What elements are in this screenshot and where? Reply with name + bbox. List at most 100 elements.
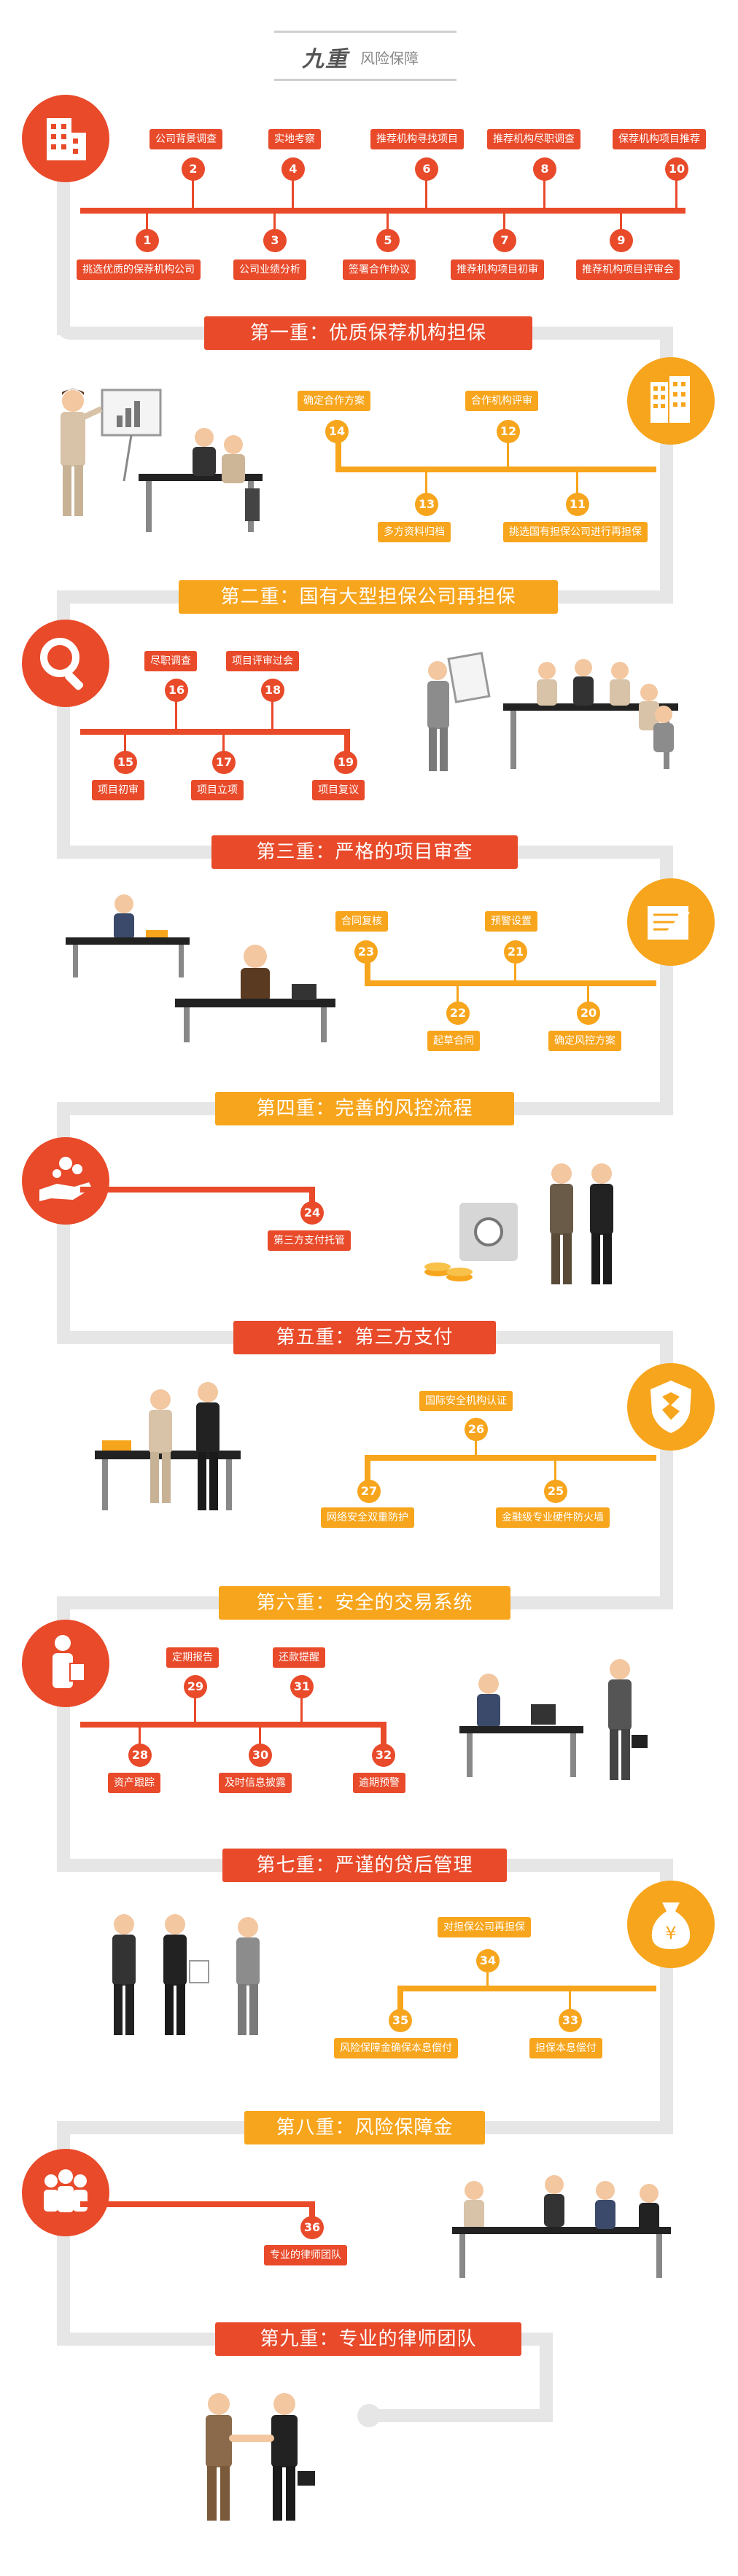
step-label: 签署合作协议 xyxy=(343,259,416,280)
step-label: 项目立项 xyxy=(191,780,244,800)
section-banner: 第七重：严谨的贷后管理 xyxy=(222,1849,507,1882)
step-label: 第三方支付托管 xyxy=(268,1230,351,1251)
timeline-bar xyxy=(365,1455,656,1461)
timeline-bar xyxy=(365,980,656,986)
person-document-icon xyxy=(22,1620,109,1707)
step-label: 公司背景调查 xyxy=(149,129,222,149)
step-number: 26 xyxy=(465,1418,488,1441)
building-icon xyxy=(22,95,109,182)
step-number: 6 xyxy=(415,157,438,181)
step-number: 27 xyxy=(357,1480,381,1503)
office-tower-icon xyxy=(627,357,715,445)
step-label: 定期报告 xyxy=(166,1647,219,1668)
step-number: 31 xyxy=(290,1675,314,1698)
step-number: 17 xyxy=(212,751,236,774)
section-banner: 第一重：优质保荐机构担保 xyxy=(204,316,532,350)
section-banner: 第六重：安全的交易系统 xyxy=(219,1586,510,1620)
flow-track xyxy=(540,2333,553,2420)
step-label: 风险保障金确保本息偿付 xyxy=(334,2038,458,2058)
step-number: 3 xyxy=(263,229,287,252)
step-number: 36 xyxy=(300,2216,324,2239)
step-label: 尽职调查 xyxy=(144,651,197,671)
step-label: 确定风控方案 xyxy=(548,1031,621,1051)
step-number: 4 xyxy=(281,157,305,181)
step-label: 逾期预警 xyxy=(353,1773,405,1793)
step-label: 金融级专业硬件防火墙 xyxy=(496,1507,610,1528)
step-number: 28 xyxy=(128,1744,152,1767)
desk-work-illustration xyxy=(66,894,335,1042)
flow-end-dot xyxy=(357,2404,381,2427)
step-label: 项目复议 xyxy=(312,780,365,800)
step-label: 多方资料归档 xyxy=(378,522,451,542)
step-number: 19 xyxy=(334,751,357,774)
step-label: 预警设置 xyxy=(485,911,537,932)
meeting-illustration xyxy=(427,652,678,771)
section-banner: 第五重：第三方支付 xyxy=(233,1321,496,1354)
section-banner: 第八重：风险保障金 xyxy=(244,2111,485,2144)
step-number: 23 xyxy=(354,940,378,964)
team-discussion-illustration xyxy=(112,1914,260,2035)
step-label: 合作机构评审 xyxy=(465,391,538,411)
timeline-bar xyxy=(80,2201,314,2207)
step-label: 担保本息偿付 xyxy=(529,2038,602,2058)
step-label: 资产跟踪 xyxy=(108,1773,160,1793)
timeline-bar xyxy=(335,467,656,472)
page-title: 九重 风险保障 xyxy=(274,31,457,82)
step-number: 21 xyxy=(504,940,527,964)
presentation-illustration xyxy=(61,389,263,532)
step-number: 2 xyxy=(182,157,205,181)
step-number: 8 xyxy=(533,157,556,181)
coin-hand-icon xyxy=(22,1137,109,1225)
title-main: 九重 xyxy=(302,47,349,72)
step-number: 33 xyxy=(559,2009,582,2032)
step-label: 合同复核 xyxy=(335,911,388,932)
step-label: 挑选国有担保公司进行再担保 xyxy=(503,522,648,542)
step-number: 32 xyxy=(372,1744,395,1767)
step-label: 确定合作方案 xyxy=(298,391,370,411)
step-label: 项目评审过会 xyxy=(226,651,299,671)
step-label: 推荐机构尽职调查 xyxy=(487,129,580,149)
step-number: 22 xyxy=(446,1002,470,1025)
section-banner: 第四重：完善的风控流程 xyxy=(215,1092,514,1125)
timeline-bar xyxy=(80,729,350,735)
step-number: 7 xyxy=(493,229,516,252)
section-banner: 第二重：国有大型担保公司再担保 xyxy=(179,580,558,614)
step-label: 挑选优质的保荐机构公司 xyxy=(77,259,201,280)
contract-icon xyxy=(627,878,715,966)
step-number: 30 xyxy=(249,1744,272,1767)
title-sub: 风险保障 xyxy=(360,50,419,67)
step-number: 29 xyxy=(184,1675,207,1698)
step-label: 还款提醒 xyxy=(273,1647,325,1668)
computer-work-illustration xyxy=(459,1659,648,1780)
timeline-bar xyxy=(80,1722,387,1728)
step-label: 及时信息披露 xyxy=(219,1773,292,1793)
step-number: 13 xyxy=(415,493,438,516)
step-number: 12 xyxy=(497,420,520,443)
safe-payment-illustration xyxy=(424,1163,613,1284)
step-number: 18 xyxy=(261,679,284,702)
step-number: 24 xyxy=(300,1201,324,1225)
step-number: 20 xyxy=(577,1002,600,1025)
step-label: 国际安全机构认证 xyxy=(419,1391,513,1411)
step-number: 15 xyxy=(114,751,137,774)
flow-track xyxy=(57,160,70,335)
step-label: 保荐机构项目推荐 xyxy=(613,129,706,149)
team-icon xyxy=(22,2149,109,2236)
step-label: 专业的律师团队 xyxy=(264,2245,347,2265)
step-number: 16 xyxy=(165,679,188,702)
step-number: 5 xyxy=(376,229,400,252)
step-label: 推荐机构寻找项目 xyxy=(370,129,464,149)
step-number: 9 xyxy=(610,229,633,252)
timeline-bar xyxy=(80,1187,314,1193)
section-banner: 第九重：专业的律师团队 xyxy=(215,2322,521,2356)
step-number: 14 xyxy=(325,420,349,443)
step-label: 起草合同 xyxy=(427,1031,480,1051)
shield-icon xyxy=(627,1363,715,1451)
step-number: 35 xyxy=(389,2009,412,2032)
conference-illustration xyxy=(452,2175,671,2278)
magnifier-icon xyxy=(22,620,109,707)
step-number: 34 xyxy=(476,1949,500,1972)
step-number: 11 xyxy=(566,493,589,516)
timeline-bar xyxy=(80,208,685,214)
svg-text:¥: ¥ xyxy=(665,1923,676,1943)
